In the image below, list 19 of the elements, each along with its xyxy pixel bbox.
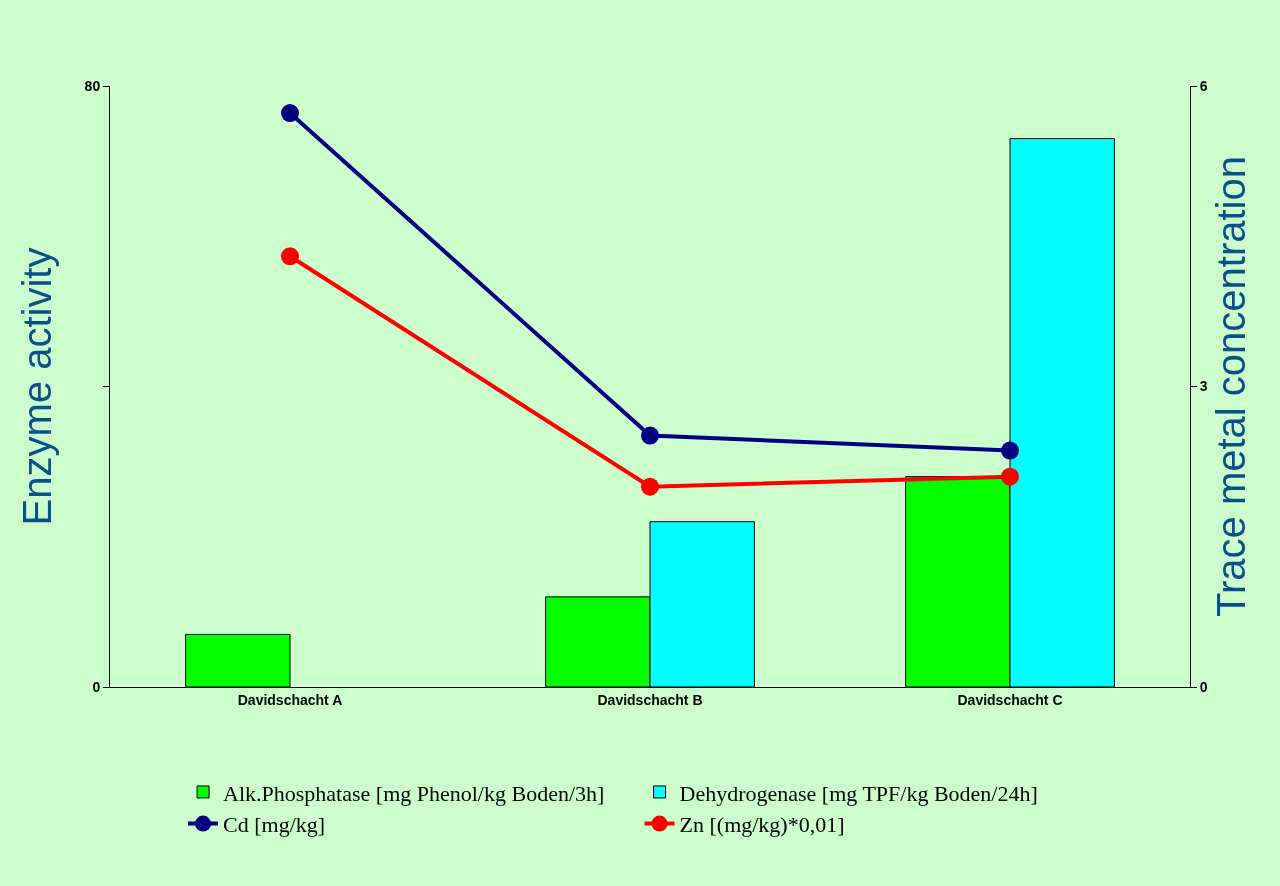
y2-tick-label: 6 (1199, 77, 1208, 94)
point (641, 477, 659, 496)
y2-tick-label: 0 (1199, 678, 1208, 695)
point (641, 426, 659, 445)
legend-label: Dehydrogenase [mg TPF/kg Boden/24h] (679, 780, 1038, 806)
y-tick-label: 80 (84, 77, 101, 94)
x-tick-label: Davidschacht A (237, 691, 343, 708)
x-tick-label: Davidschacht C (957, 691, 1063, 708)
point (1001, 441, 1019, 460)
point (281, 104, 299, 123)
legend-label: Cd [mg/kg] (223, 812, 326, 838)
y-axis-title: Enzyme activity (15, 247, 60, 526)
y2-axis-title: Trace metal concentration (1209, 156, 1254, 617)
legend-label: Zn [(mg/kg)*0,01] (679, 812, 845, 838)
point (281, 247, 299, 266)
x-tick-label: Davidschacht B (597, 691, 703, 708)
y2-tick-label: 3 (1199, 378, 1208, 395)
legend-label: Alk.Phosphatase [mg Phenol/kg Boden/3h] (223, 780, 605, 806)
point (1001, 467, 1019, 486)
